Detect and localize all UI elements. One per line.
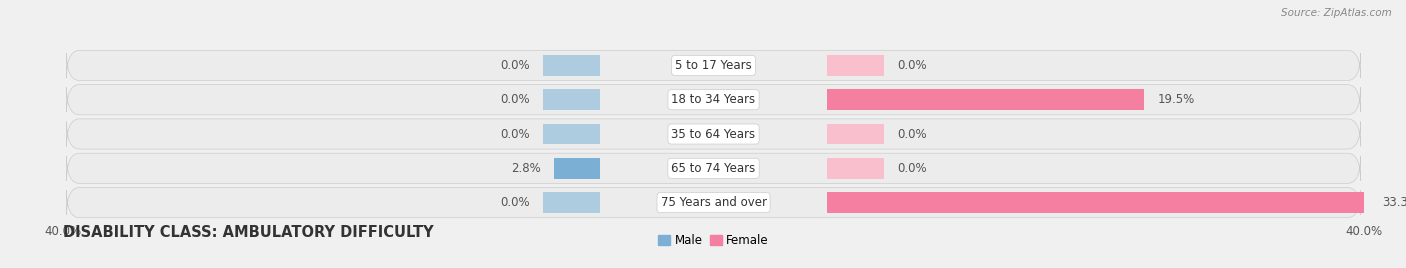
Bar (543, 90, 600, 110)
FancyBboxPatch shape (66, 119, 1361, 149)
Text: 35 to 64 Years: 35 to 64 Years (672, 128, 755, 140)
Text: 2.8%: 2.8% (512, 162, 541, 175)
Text: DISABILITY CLASS: AMBULATORY DIFFICULTY: DISABILITY CLASS: AMBULATORY DIFFICULTY (63, 225, 434, 240)
Text: 0.0%: 0.0% (501, 196, 530, 209)
Bar (827, 55, 884, 76)
Bar (827, 158, 884, 178)
Text: 0.0%: 0.0% (501, 93, 530, 106)
Bar (543, 124, 600, 144)
FancyBboxPatch shape (66, 188, 1361, 218)
Text: 0.0%: 0.0% (501, 59, 530, 72)
FancyBboxPatch shape (66, 153, 1361, 183)
Text: 0.0%: 0.0% (897, 128, 927, 140)
Bar (554, 158, 600, 178)
Bar (543, 192, 600, 213)
Bar (827, 124, 884, 144)
Text: 5 to 17 Years: 5 to 17 Years (675, 59, 752, 72)
Text: 65 to 74 Years: 65 to 74 Years (672, 162, 755, 175)
FancyBboxPatch shape (66, 50, 1361, 80)
Bar (827, 192, 1368, 213)
Text: 0.0%: 0.0% (501, 128, 530, 140)
Text: Source: ZipAtlas.com: Source: ZipAtlas.com (1281, 8, 1392, 18)
Legend: Male, Female: Male, Female (654, 229, 773, 252)
Text: 75 Years and over: 75 Years and over (661, 196, 766, 209)
Text: 18 to 34 Years: 18 to 34 Years (672, 93, 755, 106)
FancyBboxPatch shape (66, 85, 1361, 115)
Text: 33.3%: 33.3% (1382, 196, 1406, 209)
Text: 0.0%: 0.0% (897, 59, 927, 72)
Text: 0.0%: 0.0% (897, 162, 927, 175)
Text: 19.5%: 19.5% (1157, 93, 1195, 106)
Bar (543, 55, 600, 76)
Bar (827, 90, 1144, 110)
